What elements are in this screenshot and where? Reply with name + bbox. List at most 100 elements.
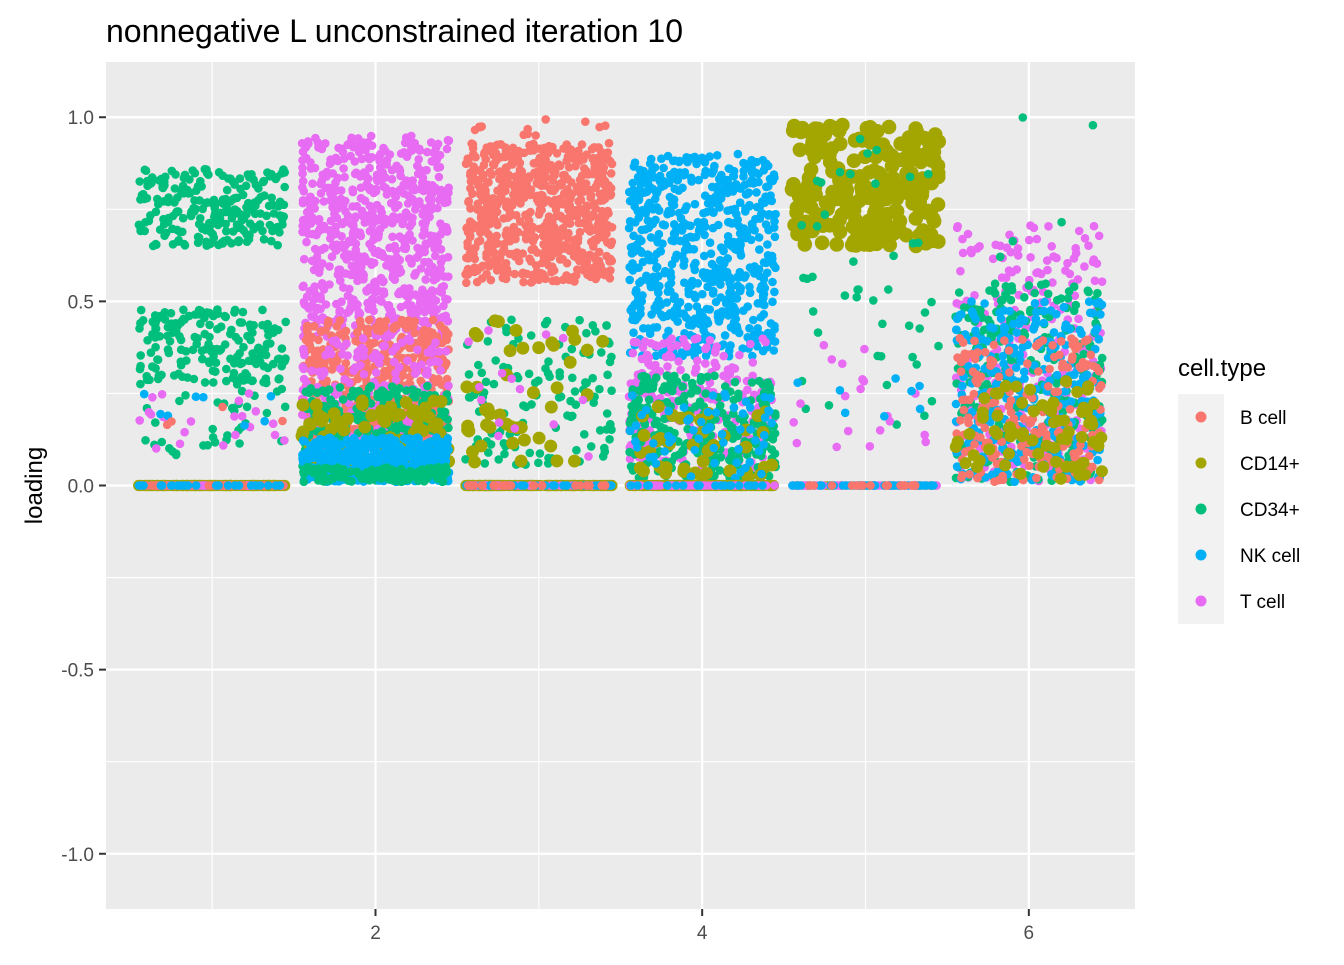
data-point (212, 199, 221, 208)
data-point (332, 229, 341, 238)
data-point (167, 481, 176, 490)
data-point (410, 329, 419, 338)
data-point (339, 395, 348, 404)
data-point (711, 348, 720, 357)
data-point (629, 328, 638, 337)
data-point (353, 467, 362, 476)
data-point (588, 225, 597, 234)
data-point (330, 439, 339, 448)
data-point (429, 316, 438, 325)
data-point (395, 363, 404, 372)
data-point (380, 448, 389, 457)
data-point (260, 417, 269, 426)
data-point (177, 361, 186, 370)
data-point (519, 278, 528, 287)
data-point (367, 132, 376, 141)
data-point (714, 313, 723, 322)
data-point (759, 334, 768, 343)
data-point (218, 403, 227, 412)
data-point (629, 349, 638, 358)
data-point (569, 273, 578, 282)
data-point (412, 473, 421, 482)
data-point (522, 403, 531, 412)
data-point (277, 362, 286, 371)
data-point (690, 261, 699, 270)
data-point (180, 174, 189, 183)
data-point (377, 175, 386, 184)
data-point (553, 149, 562, 158)
data-point (536, 449, 545, 458)
data-point (714, 221, 723, 230)
data-point (464, 198, 473, 207)
data-point (360, 370, 369, 379)
data-point (442, 359, 451, 368)
data-point (607, 353, 616, 362)
data-point (654, 289, 663, 298)
data-point (405, 443, 414, 452)
data-point (347, 220, 356, 229)
data-point (493, 208, 502, 217)
data-point (670, 292, 679, 301)
data-point (633, 207, 642, 216)
data-point (544, 261, 553, 270)
data-point (331, 178, 340, 187)
data-point (489, 481, 498, 490)
data-point (260, 362, 269, 371)
data-point (365, 316, 374, 325)
data-point (141, 436, 150, 445)
data-point (607, 190, 616, 199)
data-point (278, 417, 287, 426)
data-point (506, 202, 515, 211)
data-point (430, 157, 439, 166)
data-point (359, 334, 368, 343)
data-point (672, 304, 681, 313)
data-point (595, 123, 604, 132)
data-point (235, 481, 244, 490)
data-point (300, 477, 309, 486)
data-point (444, 381, 453, 390)
data-point (158, 390, 167, 399)
data-point (733, 294, 742, 303)
data-point (419, 402, 432, 415)
data-point (423, 382, 432, 391)
data-point (540, 253, 549, 262)
data-point (269, 419, 278, 428)
data-point (582, 329, 591, 338)
data-point (763, 240, 772, 249)
data-point (345, 379, 354, 388)
data-point (157, 481, 166, 490)
data-point (590, 199, 599, 208)
data-point (209, 345, 218, 354)
data-point (504, 344, 517, 357)
data-point (191, 333, 200, 342)
data-point (521, 186, 530, 195)
data-point (357, 144, 366, 153)
data-point (683, 221, 692, 230)
data-point (599, 452, 608, 461)
data-point (429, 269, 438, 278)
data-point (578, 248, 587, 257)
data-point (490, 380, 499, 389)
data-point (328, 169, 337, 178)
data-point (664, 327, 673, 336)
data-point (209, 378, 218, 387)
data-point (299, 282, 308, 291)
data-point (542, 240, 551, 249)
data-point (178, 372, 187, 381)
data-point (181, 481, 190, 490)
data-point (655, 206, 664, 215)
data-point (586, 264, 595, 273)
data-point (426, 262, 435, 271)
data-point (300, 375, 309, 384)
data-point (222, 365, 231, 374)
data-point (571, 387, 580, 396)
data-point (480, 419, 493, 432)
data-point (172, 208, 181, 217)
data-point (412, 253, 421, 262)
data-point (762, 183, 771, 192)
data-point (469, 327, 482, 340)
data-point (510, 324, 523, 337)
data-point (156, 410, 165, 419)
data-point (532, 261, 541, 270)
data-point (422, 295, 431, 304)
